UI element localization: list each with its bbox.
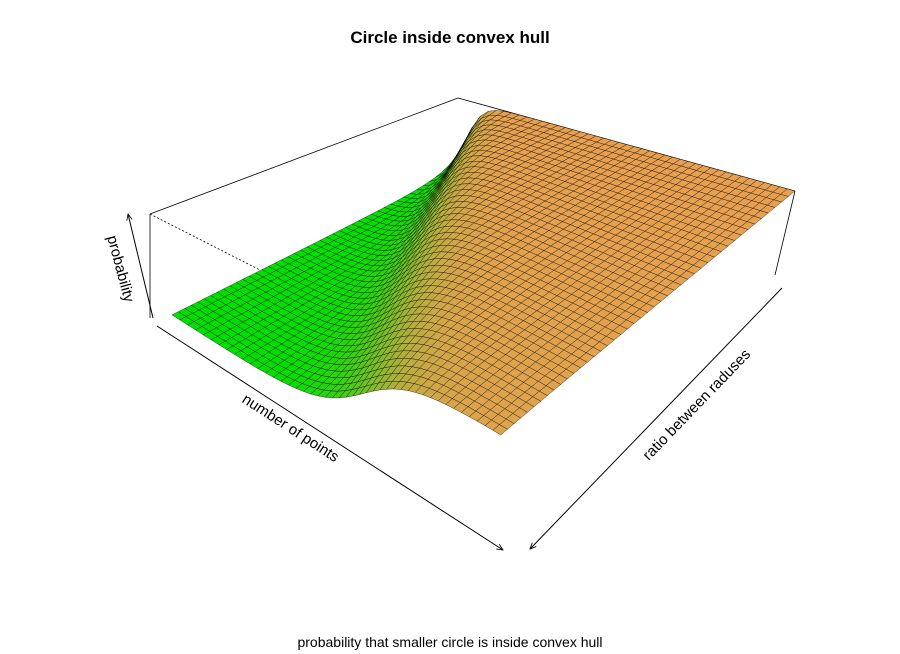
probability-surface [171,110,796,436]
z-axis-label: probability [103,234,137,305]
chart-title: Circle inside convex hull [350,28,550,47]
x-axis-label: number of points [239,391,342,466]
z-axis-arrow [128,214,154,319]
y-axis-label: ratio between raduses [639,346,754,464]
axes [128,214,783,550]
x-axis-arrow [156,325,503,550]
y-axis-arrow [530,287,783,549]
surface-facet [331,390,346,399]
chart-subtitle: probability that smaller circle is insid… [297,634,603,650]
surface-facet [492,424,508,436]
